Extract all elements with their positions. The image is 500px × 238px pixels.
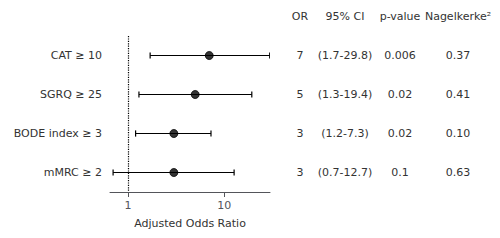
svg-text:7: 7 [297,49,304,62]
svg-text:mMRC ≥ 2: mMRC ≥ 2 [44,166,102,179]
svg-text:0.006: 0.006 [384,49,416,62]
svg-text:0.10: 0.10 [446,127,471,140]
svg-text:(1.3-19.4): (1.3-19.4) [318,88,373,101]
svg-text:0.63: 0.63 [446,166,471,179]
svg-text:Nagelkerke²: Nagelkerke² [425,10,491,23]
svg-text:0.37: 0.37 [446,49,471,62]
svg-text:0.1: 0.1 [391,166,409,179]
svg-text:3: 3 [297,166,304,179]
svg-text:BODE index ≥ 3: BODE index ≥ 3 [14,127,102,140]
svg-text:0.41: 0.41 [446,88,471,101]
svg-text:CAT ≥ 10: CAT ≥ 10 [51,49,102,62]
svg-text:10: 10 [217,199,231,212]
svg-text:1: 1 [124,199,131,212]
svg-text:(1.2-7.3): (1.2-7.3) [321,127,369,140]
svg-text:SGRQ ≥ 25: SGRQ ≥ 25 [40,88,102,101]
svg-text:(1.7-29.8): (1.7-29.8) [318,49,373,62]
svg-text:Adjusted Odds Ratio: Adjusted Odds Ratio [134,217,246,230]
svg-text:OR: OR [292,10,309,23]
svg-text:3: 3 [297,127,304,140]
svg-text:0.02: 0.02 [388,88,413,101]
svg-text:95% CI: 95% CI [326,10,365,23]
svg-text:5: 5 [297,88,304,101]
svg-text:(0.7-12.7): (0.7-12.7) [318,166,373,179]
svg-text:p-value: p-value [380,10,421,23]
svg-text:0.02: 0.02 [388,127,413,140]
